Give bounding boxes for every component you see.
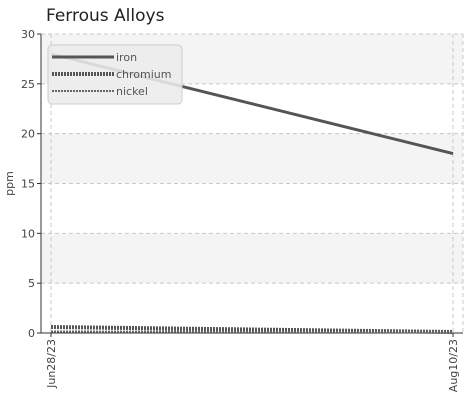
y-axis-ticks: 0 5 10 15 20 25 30 <box>21 28 41 340</box>
x-axis-ticks: Jun28/23 Aug10/23 <box>45 333 460 392</box>
y-tick-label: 15 <box>21 178 35 191</box>
plot-band <box>41 183 463 234</box>
plot-band <box>41 283 463 333</box>
x-tick-label: Jun28/23 <box>45 339 58 389</box>
y-tick-label: 10 <box>21 227 35 240</box>
y-tick-label: 25 <box>21 78 35 91</box>
plot-band <box>41 233 463 284</box>
y-tick-label: 30 <box>21 28 35 41</box>
legend-label-nickel: nickel <box>116 85 148 98</box>
legend: iron chromium nickel <box>47 44 183 105</box>
legend-box <box>47 44 183 105</box>
chart-title: Ferrous Alloys <box>46 6 165 26</box>
y-tick-label: 20 <box>21 128 35 141</box>
x-tick-label: Aug10/23 <box>447 339 460 392</box>
y-tick-label: 0 <box>28 327 35 340</box>
y-tick-label: 5 <box>28 277 35 290</box>
plot-band <box>41 133 463 184</box>
series-line-chromium <box>50 325 454 335</box>
y-axis-label: ppm <box>3 171 16 196</box>
legend-label-iron: iron <box>116 51 137 64</box>
plot-background <box>41 34 463 333</box>
legend-label-chromium: chromium <box>116 68 172 81</box>
